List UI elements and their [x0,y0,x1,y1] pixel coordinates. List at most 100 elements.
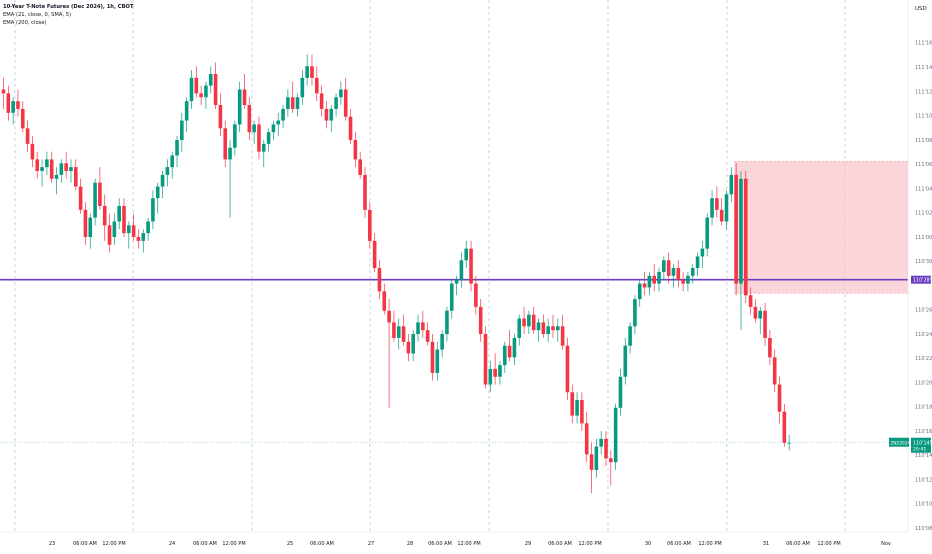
candle[interactable] [155,182,160,214]
indicator-ema-21[interactable]: EMA (21, close, 0, SMA, 5) [3,12,72,18]
candle[interactable] [546,318,550,342]
candle[interactable] [377,260,382,300]
candle[interactable] [358,151,362,179]
candle[interactable] [257,116,261,160]
candle[interactable] [748,287,753,315]
candle[interactable] [208,66,213,94]
indicator-ema-200[interactable]: EMA (200, close) [3,20,47,26]
candle[interactable] [20,101,25,133]
candle[interactable] [40,159,44,187]
candle[interactable] [286,89,290,117]
candle[interactable] [78,178,83,214]
candle[interactable] [435,341,440,381]
candle[interactable] [642,271,647,296]
candle[interactable] [199,85,203,106]
candle[interactable] [329,105,334,133]
candle[interactable] [146,217,150,241]
candle[interactable] [218,93,223,137]
candle[interactable] [348,108,353,144]
candle[interactable] [25,120,30,152]
candle[interactable] [334,93,338,117]
candle[interactable] [560,314,565,350]
candle[interactable] [102,194,107,241]
candle[interactable] [387,299,391,408]
candle[interactable] [729,167,734,203]
candle[interactable] [647,271,652,296]
candle[interactable] [353,132,358,168]
candle[interactable] [700,240,705,269]
candle[interactable] [1,77,6,109]
candle[interactable] [117,198,121,230]
candle[interactable] [719,198,724,226]
candle[interactable] [469,240,473,292]
candle[interactable] [141,229,146,253]
candle[interactable] [98,167,102,210]
candle[interactable] [228,139,232,218]
candle[interactable] [93,178,97,226]
candle[interactable] [290,81,295,113]
candle[interactable] [421,310,425,338]
candle[interactable] [411,330,415,362]
candle[interactable] [252,120,256,144]
candle[interactable] [315,66,319,102]
candle[interactable] [343,77,348,121]
candle[interactable] [502,341,507,373]
candle[interactable] [498,361,502,385]
candle[interactable] [556,318,560,342]
candle[interactable] [690,264,695,284]
candle[interactable] [324,101,329,129]
candle[interactable] [204,81,208,109]
candle[interactable] [710,190,714,226]
candle[interactable] [474,275,478,315]
candle[interactable] [425,322,430,346]
candle[interactable] [666,252,671,284]
candle[interactable] [565,337,570,401]
candle[interactable] [392,310,396,342]
candle[interactable] [180,112,184,152]
candle[interactable] [189,70,194,109]
candle[interactable] [739,171,743,331]
candle[interactable] [618,368,623,416]
candle[interactable] [580,392,584,432]
candle[interactable] [681,271,685,292]
candle[interactable] [281,105,285,129]
candle[interactable] [127,221,131,249]
candle[interactable] [266,128,271,152]
candle[interactable] [396,318,401,350]
candle[interactable] [247,97,252,140]
candle[interactable] [536,318,541,342]
candle[interactable] [445,306,449,342]
candle[interactable] [575,392,579,424]
candle[interactable] [363,167,367,218]
candle[interactable] [517,314,522,346]
candle[interactable] [772,349,777,393]
candle[interactable] [406,334,411,362]
candle[interactable] [676,260,681,288]
candle[interactable] [151,190,155,230]
candle[interactable] [6,85,11,121]
candle[interactable] [401,314,406,346]
candle[interactable] [300,70,305,106]
candle[interactable] [170,151,174,179]
candle[interactable] [628,322,632,354]
candle[interactable] [440,330,444,358]
candle[interactable] [657,268,661,292]
candle[interactable] [122,198,126,238]
candle[interactable] [237,81,242,133]
candle[interactable] [242,73,247,109]
candle[interactable] [459,252,464,288]
candle[interactable] [551,314,555,338]
candle[interactable] [35,151,40,179]
candle[interactable] [512,334,517,366]
candle[interactable] [753,299,758,323]
candle[interactable] [430,334,435,381]
candle[interactable] [599,431,603,455]
candle[interactable] [30,136,35,168]
candle[interactable] [59,159,64,183]
candle[interactable] [382,283,387,315]
candle[interactable] [74,159,78,191]
candle[interactable] [724,190,729,230]
candle[interactable] [705,213,710,257]
candle[interactable] [570,384,575,424]
